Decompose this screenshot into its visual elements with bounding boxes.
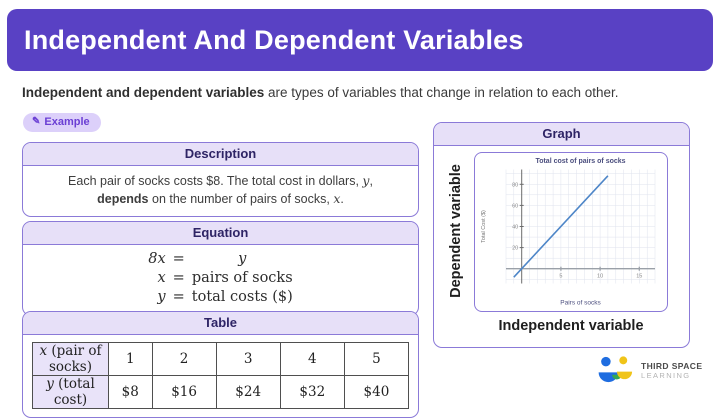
svg-text:5: 5 bbox=[559, 274, 562, 280]
equation-lhs: y bbox=[157, 288, 166, 305]
equation-card: Equation 8x = y x = pairs of socks y = t… bbox=[22, 221, 419, 316]
equals-sign: = bbox=[172, 269, 185, 286]
math-var-y: y bbox=[362, 173, 370, 188]
table-cell: 3 bbox=[215, 342, 281, 376]
intro-rest: are types of variables that change in re… bbox=[264, 85, 619, 100]
row-label-text: (pair of socks) bbox=[47, 343, 102, 375]
description-segment: , bbox=[369, 174, 373, 188]
description-bold-word: depends bbox=[97, 192, 149, 207]
example-badge: ✎ Example bbox=[23, 113, 101, 132]
svg-text:20: 20 bbox=[512, 246, 518, 252]
independent-variable-label: Independent variable bbox=[498, 318, 644, 334]
row-label-text: (total cost) bbox=[53, 376, 95, 408]
equation-card-heading: Equation bbox=[23, 222, 418, 245]
equation-lhs: 8x bbox=[148, 251, 166, 267]
graph-body: Dependent variable 20 40 60 80 5 10 15 Total co… bbox=[434, 146, 689, 346]
table-cell: $8 bbox=[108, 375, 153, 409]
math-var-x: x bbox=[39, 343, 48, 359]
logo-text: THIRD SPACE LEARNING bbox=[641, 361, 702, 380]
description-card-heading: Description bbox=[23, 143, 418, 166]
logo-icon bbox=[598, 356, 633, 383]
logo-line2: LEARNING bbox=[641, 370, 691, 380]
pencil-icon: ✎ bbox=[32, 116, 41, 127]
description-card: Description Each pair of socks costs $8.… bbox=[22, 142, 419, 218]
table-row-y: y (total cost) $8 $16 $24 $32 $40 bbox=[32, 375, 410, 409]
row-label-y: y (total cost) bbox=[32, 375, 109, 409]
page-header: Independent And Dependent Variables bbox=[7, 9, 713, 71]
svg-text:Pairs of socks: Pairs of socks bbox=[560, 300, 601, 307]
values-table: x (pair of socks) 1 2 3 4 5 y (total cos… bbox=[32, 342, 410, 409]
svg-text:60: 60 bbox=[512, 203, 518, 209]
table-cell: 5 bbox=[343, 342, 410, 376]
svg-text:15: 15 bbox=[636, 274, 642, 280]
svg-text:Total cost of pairs of socks: Total cost of pairs of socks bbox=[535, 158, 625, 165]
equals-sign: = bbox=[172, 251, 185, 267]
row-label-x: x (pair of socks) bbox=[32, 342, 109, 376]
equation-lines: 8x = y x = pairs of socks y = total cost… bbox=[148, 250, 293, 307]
equation-lhs: x bbox=[157, 269, 166, 286]
table-cell: 4 bbox=[279, 342, 345, 376]
table-cell: $32 bbox=[279, 375, 345, 409]
svg-text:80: 80 bbox=[512, 182, 518, 188]
socks-cost-line-chart: 20 40 60 80 5 10 15 Total cost of pairs of sock… bbox=[481, 158, 656, 307]
table-card-heading: Table bbox=[23, 312, 418, 335]
table-cell: $24 bbox=[215, 375, 281, 409]
example-badge-label: Example bbox=[44, 116, 90, 128]
graph-card-heading: Graph bbox=[434, 123, 689, 146]
logo-line1: THIRD SPACE bbox=[641, 360, 703, 371]
equation-body: 8x = y x = pairs of socks y = total cost… bbox=[23, 245, 418, 315]
equation-rhs: total costs ($) bbox=[191, 288, 293, 305]
intro-text: Independent and dependent variables are … bbox=[22, 85, 712, 100]
graph-card: Graph Dependent variable 20 40 60 80 5 10 15 To… bbox=[433, 122, 690, 348]
table-card: Table x (pair of socks) 1 2 3 4 5 y (tot… bbox=[22, 311, 419, 418]
svg-text:Total Cost ($): Total Cost ($) bbox=[481, 210, 487, 243]
table-row-x: x (pair of socks) 1 2 3 4 5 bbox=[32, 342, 410, 376]
page: Independent And Dependent Variables Inde… bbox=[7, 9, 713, 418]
equation-rhs: y bbox=[238, 251, 247, 267]
table-body: x (pair of socks) 1 2 3 4 5 y (total cos… bbox=[23, 335, 418, 417]
table-cell: $16 bbox=[151, 375, 217, 409]
dependent-variable-label: Dependent variable bbox=[448, 164, 464, 298]
math-var-y: y bbox=[46, 376, 54, 392]
svg-text:40: 40 bbox=[512, 225, 518, 231]
third-space-learning-logo: THIRD SPACE LEARNING bbox=[597, 355, 702, 385]
table-cell: 2 bbox=[151, 342, 217, 376]
description-segment: on the number of pairs of socks, bbox=[148, 192, 334, 207]
description-segment: . bbox=[340, 192, 344, 207]
page-title: Independent And Dependent Variables bbox=[24, 24, 524, 55]
equation-rhs: pairs of socks bbox=[191, 269, 293, 286]
math-var-x: x bbox=[333, 191, 341, 207]
equals-sign: = bbox=[172, 288, 185, 305]
chart-frame: 20 40 60 80 5 10 15 Total cost of pairs of sock… bbox=[474, 152, 668, 312]
table-cell: 1 bbox=[108, 342, 153, 376]
svg-text:10: 10 bbox=[597, 274, 603, 280]
description-text: Each pair of socks costs $8. The total c… bbox=[23, 166, 418, 216]
table-cell: $40 bbox=[343, 375, 410, 409]
intro-bold: Independent and dependent variables bbox=[22, 85, 265, 100]
description-segment: Each pair of socks costs $8. The total c… bbox=[68, 174, 363, 188]
